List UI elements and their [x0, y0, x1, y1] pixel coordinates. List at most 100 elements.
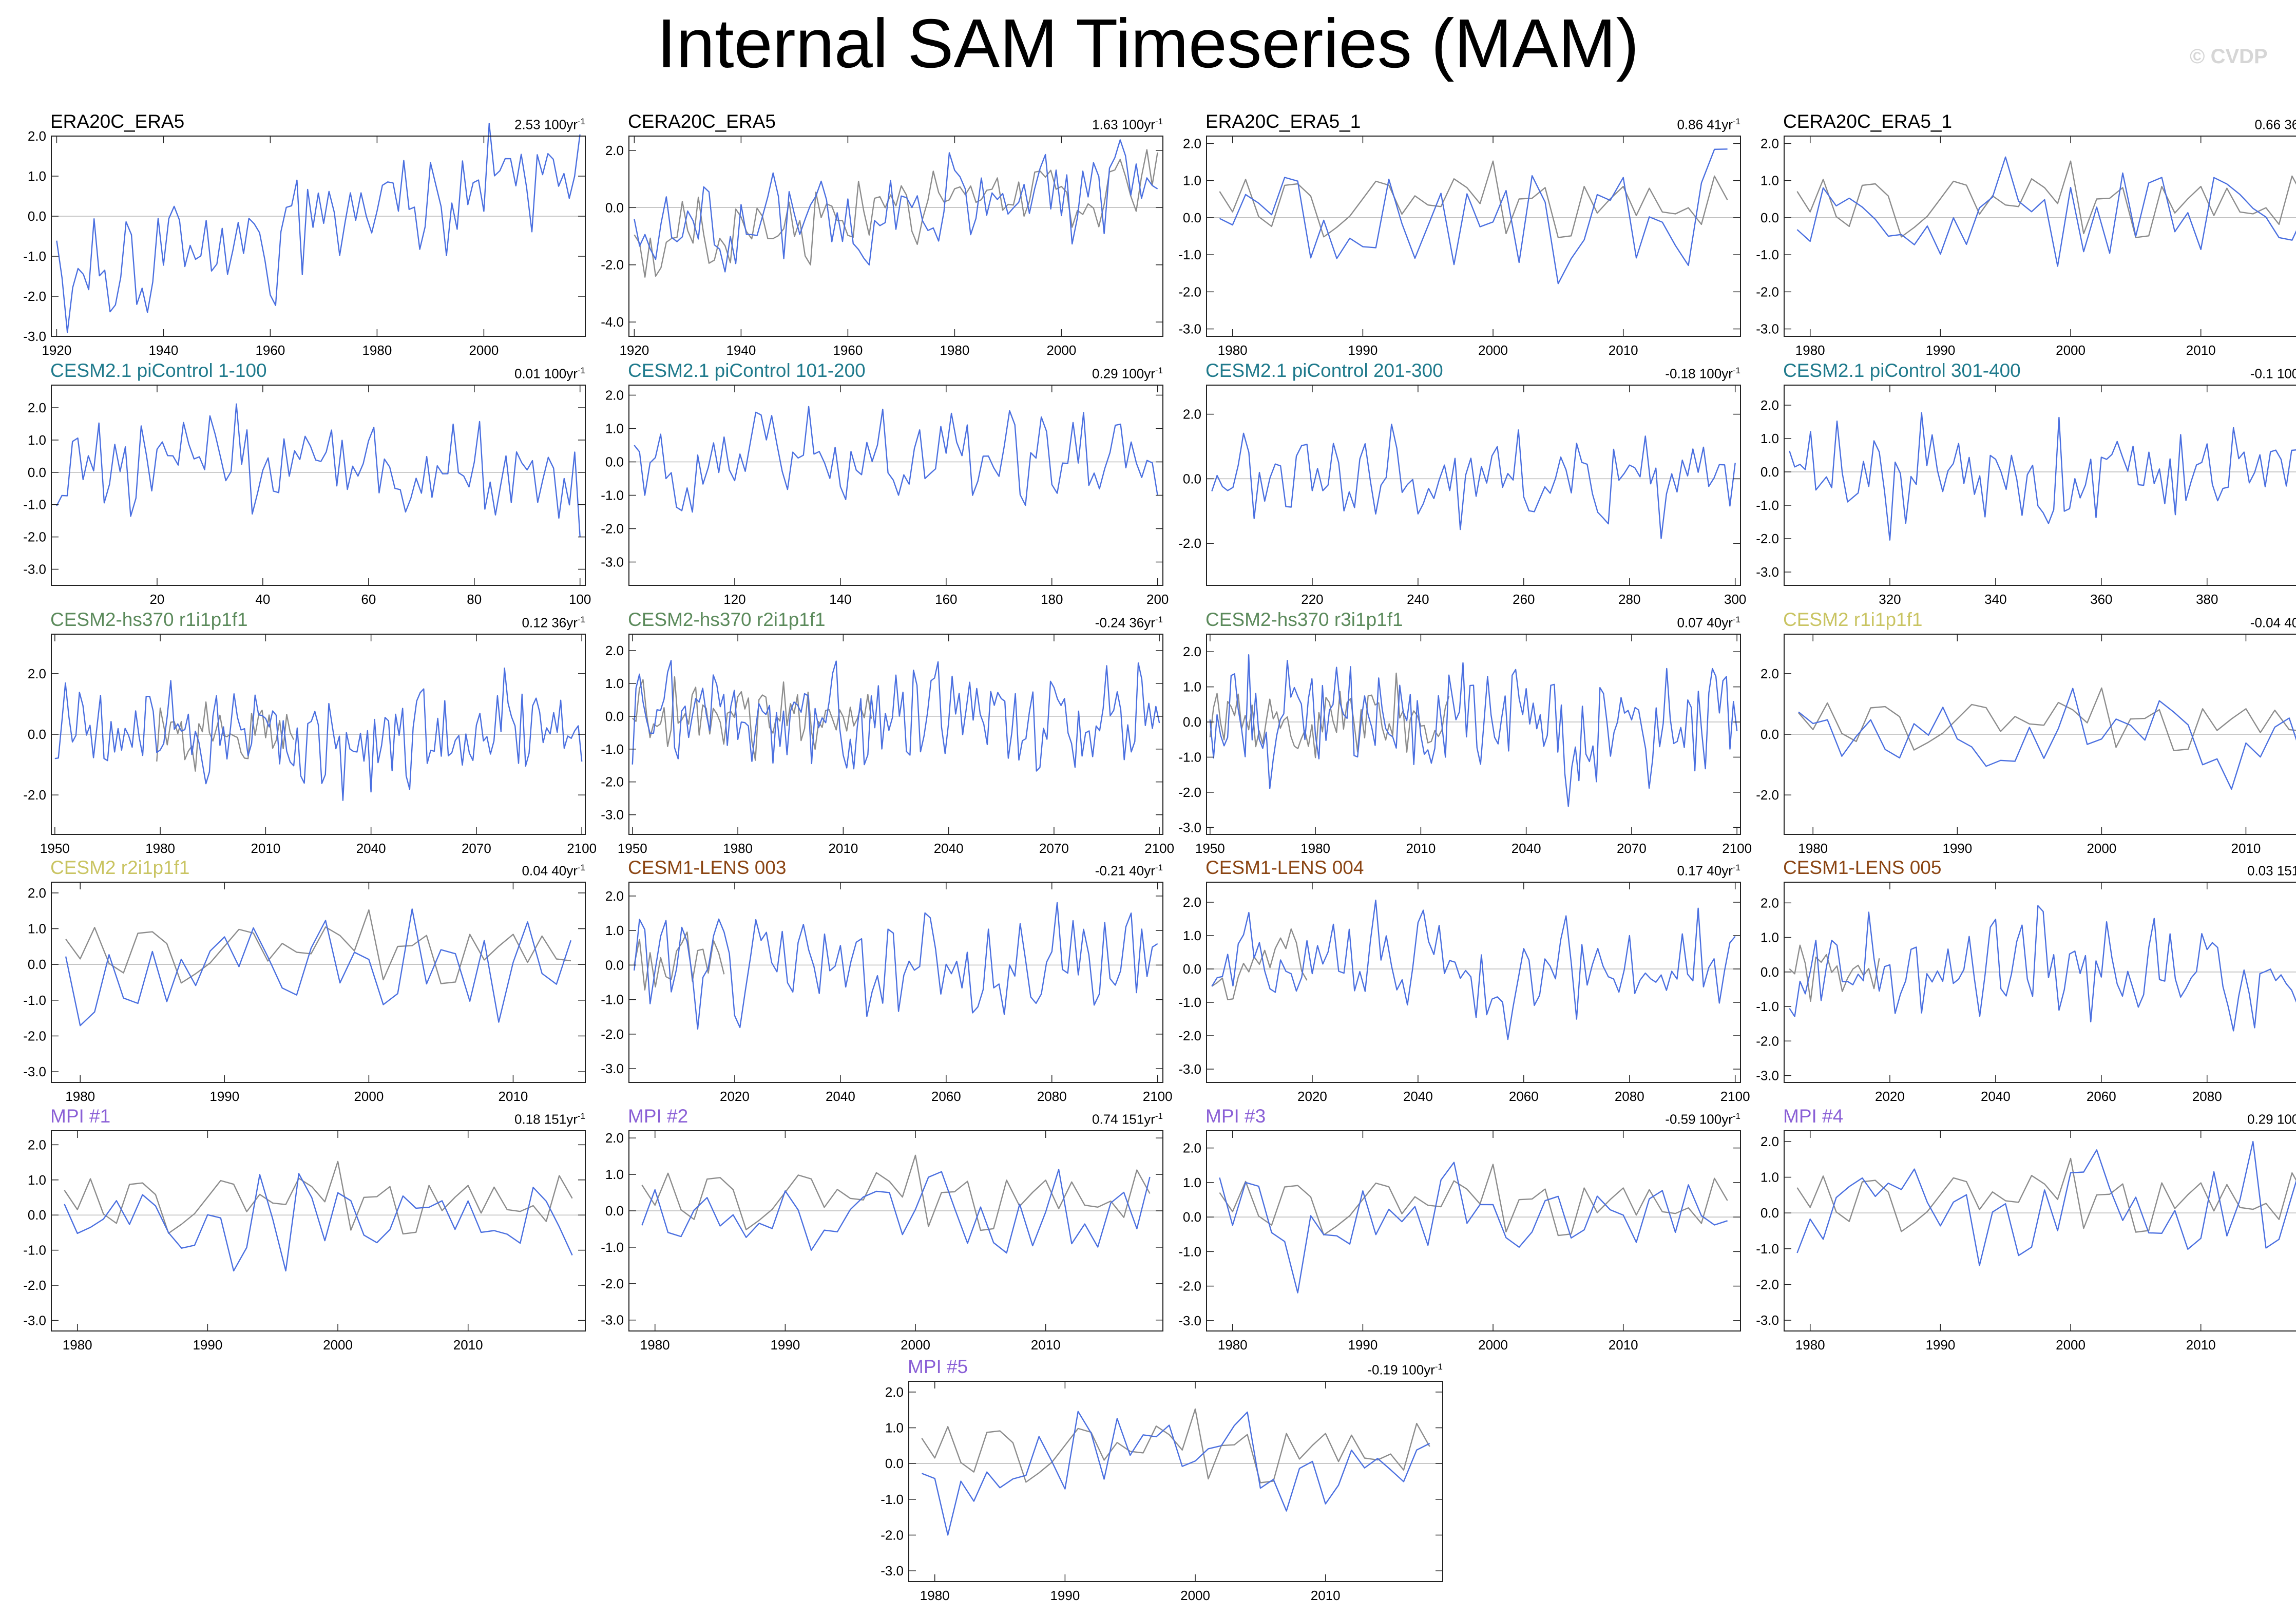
y-tick-label: -1.0 [601, 488, 624, 503]
y-tick-label: 0.0 [28, 465, 46, 480]
line-chart: -3.0 -2.0 -1.0 0.0 1.0 2.0 2020 2040 2060 2080 210… [601, 882, 1173, 1104]
y-tick-label: 0.0 [1761, 1205, 1779, 1221]
plot-frame [1784, 136, 2296, 337]
y-tick-label: -1.0 [601, 1240, 624, 1255]
x-tick-label: 1920 [42, 343, 71, 358]
panel-title: CESM2.1 piControl 101-200 [628, 360, 866, 381]
panel-title: CESM1-LENS 005 [1783, 857, 1942, 878]
panel-title: CERA20C_ERA5 [628, 111, 776, 132]
trend-label: 0.03 151yr-1 [2247, 863, 2296, 879]
chart-panel: ERA20C_ERA5_1 0.86 41yr-1 -3.0 -2.0 -1.0 0.0 1… [1165, 110, 1741, 367]
observed-series-line [641, 1154, 1151, 1231]
y-tick-label: 2.0 [28, 128, 46, 144]
x-tick-label: 2010 [2186, 343, 2216, 358]
x-tick-label: 140 [829, 592, 851, 607]
trend-label: 0.29 100yr-1 [2247, 1111, 2296, 1127]
x-tick-label: 1960 [255, 343, 285, 358]
x-tick-label: 1940 [726, 343, 756, 358]
panel-title: MPI #4 [1783, 1106, 1844, 1127]
y-tick-label: -3.0 [1178, 321, 1201, 337]
x-tick-label: 60 [361, 592, 376, 607]
x-tick-label: 2010 [251, 841, 280, 856]
y-tick-label: -1.0 [23, 993, 46, 1008]
observed-series-line [1796, 160, 2296, 238]
y-tick-label: 1.0 [1761, 1170, 1779, 1185]
y-tick-label: 2.0 [1183, 407, 1201, 422]
trend-label: -0.04 40yr-1 [2250, 615, 2296, 631]
line-chart: -2.0 0.0 2.0 220 240 260 280 300 [1178, 385, 1746, 607]
line-chart: -3.0 -2.0 -1.0 0.0 1.0 2.0 1950 1980 2010 2040 207… [601, 634, 1174, 856]
y-tick-label: 2.0 [1761, 136, 1779, 151]
y-tick-label: -3.0 [23, 1064, 46, 1079]
y-tick-label: -2.0 [23, 1028, 46, 1043]
x-tick-label: 1990 [209, 1089, 239, 1104]
chart-panel: CESM2-hs370 r1i1p1f1 0.12 36yr-1 -2.0 0.0 2.… [10, 608, 597, 865]
y-tick-label: 0.0 [1761, 964, 1779, 980]
observed-series-line [634, 149, 1158, 278]
y-tick-label: -3.0 [1756, 1068, 1779, 1083]
trend-label: 0.12 36yr-1 [522, 615, 585, 631]
y-tick-label: 0.0 [1761, 727, 1779, 742]
y-tick-label: -1.0 [1178, 749, 1201, 765]
panel-title: CESM2.1 piControl 201-300 [1206, 360, 1443, 381]
y-tick-label: 0.0 [1761, 210, 1779, 225]
chart-panel: CESM2.1 piControl 201-300 -0.18 100yr-1 -2… [1165, 359, 1746, 616]
plot-frame [51, 136, 586, 337]
plot-frame [1206, 385, 1741, 586]
x-tick-label: 2010 [828, 841, 858, 856]
y-tick-label: 2.0 [605, 643, 624, 658]
observed-series-line [634, 931, 725, 991]
y-tick-label: -3.0 [881, 1563, 904, 1578]
y-tick-label: 0.0 [1183, 1209, 1201, 1225]
x-tick-label: 1990 [1942, 841, 1972, 856]
chart-panel: CESM1-LENS 004 0.17 40yr-1 -3.0 -2.0 -1.0 0.0… [1165, 857, 1750, 1113]
trend-label: -0.24 36yr-1 [1095, 615, 1163, 631]
y-tick-label: -1.0 [1756, 1241, 1779, 1257]
trend-label: 0.01 100yr-1 [514, 366, 585, 382]
x-tick-label: 2000 [1046, 343, 1076, 358]
y-tick-label: -1.0 [881, 1492, 904, 1507]
y-tick-label: -2.0 [1178, 785, 1201, 800]
y-tick-label: -3.0 [601, 1312, 624, 1328]
x-tick-label: 2010 [2186, 1337, 2216, 1353]
x-tick-label: 1990 [1348, 343, 1377, 358]
y-tick-label: 2.0 [1183, 136, 1201, 151]
y-tick-label: -3.0 [23, 1312, 46, 1328]
x-tick-label: 1980 [63, 1337, 92, 1353]
trend-label: 2.53 100yr-1 [514, 117, 585, 132]
chart-panel: MPI #2 0.74 151yr-1 -3.0 -2.0 -1.0 0.0 1.0 2.0 1… [588, 1105, 1163, 1362]
model-series-line [65, 908, 572, 1026]
x-tick-label: 280 [1618, 592, 1640, 607]
chart-panel: CESM1-LENS 005 0.03 151yr-1 -3.0 -2.0 -1.0 0.… [1743, 857, 2296, 1113]
x-tick-label: 2040 [826, 1089, 855, 1104]
panel-title: CESM2 r2i1p1f1 [50, 857, 190, 878]
x-tick-label: 2040 [356, 841, 386, 856]
x-tick-label: 2000 [1478, 343, 1508, 358]
y-tick-label: 2.0 [1183, 644, 1201, 659]
line-chart: -3.0 -2.0 -1.0 0.0 1.0 2.0 1980 1990 2000 2010 [23, 882, 586, 1104]
observed-series-line [1796, 1157, 2296, 1233]
model-series-line [1796, 1140, 2296, 1266]
y-tick-label: 2.0 [605, 143, 624, 158]
y-tick-label: 0.0 [28, 208, 46, 224]
x-tick-label: 1990 [1925, 343, 1955, 358]
line-chart: -3.0 -2.0 -1.0 0.0 1.0 2.0 1980 1990 2000 2010 [601, 1130, 1163, 1353]
x-tick-label: 1950 [1195, 841, 1225, 856]
panel-title: MPI #5 [908, 1356, 968, 1377]
y-tick-label: 0.0 [605, 957, 624, 973]
page-title: Internal SAM Timeseries (MAM) [657, 5, 1639, 82]
chart-panel: CESM2 r2i1p1f1 0.04 40yr-1 -3.0 -2.0 -1.0 0.0… [10, 857, 586, 1113]
x-tick-label: 2000 [2056, 343, 2085, 358]
y-tick-label: -2.0 [1756, 531, 1779, 546]
x-tick-label: 1950 [618, 841, 647, 856]
x-tick-label: 2010 [1609, 343, 1638, 358]
y-tick-label: 1.0 [28, 1172, 46, 1188]
plot-frame [1784, 385, 2296, 586]
y-tick-label: 1.0 [1761, 930, 1779, 945]
trend-label: 0.04 40yr-1 [522, 863, 585, 879]
trend-label: -0.1 100yr-1 [2250, 366, 2296, 382]
y-tick-label: -2.0 [1756, 787, 1779, 803]
y-tick-label: -1.0 [1756, 999, 1779, 1014]
x-tick-label: 1980 [65, 1089, 95, 1104]
plot-frame [1206, 136, 1741, 337]
